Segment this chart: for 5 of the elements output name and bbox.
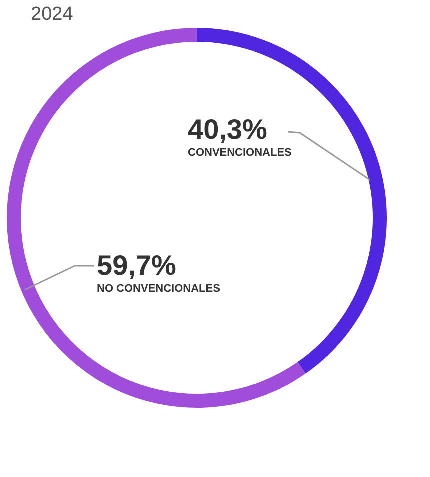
slice-label: CONVENCIONALES bbox=[188, 146, 292, 160]
chart-title: 2024 bbox=[31, 4, 74, 25]
data-label: 59,7% bbox=[97, 250, 178, 282]
slice-label: NO CONVENCIONALES bbox=[97, 282, 220, 296]
data-label: 40,3% bbox=[188, 114, 268, 146]
